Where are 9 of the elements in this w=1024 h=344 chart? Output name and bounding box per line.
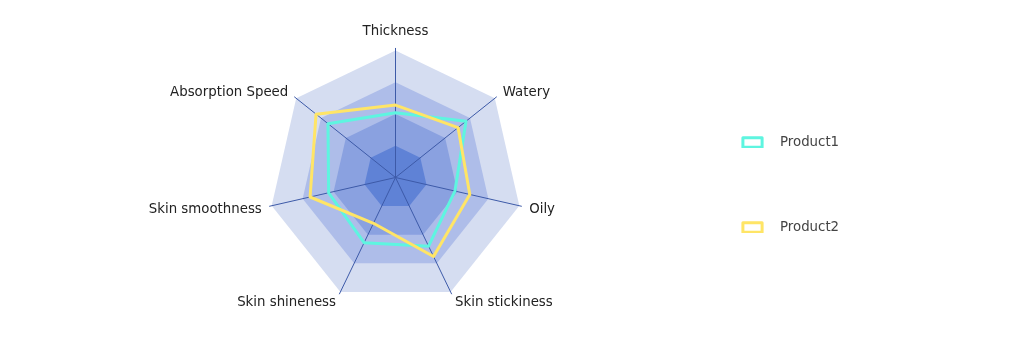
spoke-label: Thickness [361, 22, 429, 38]
spoke-label: Skin shineness [237, 293, 337, 309]
legend-label: Product2 [780, 219, 840, 234]
spoke-label: Absorption Speed [170, 84, 289, 100]
legend-label: Product1 [780, 134, 840, 149]
spoke-label: Oily [529, 200, 556, 216]
spoke-label: Skin stickiness [455, 293, 553, 309]
spoke-label: Watery [502, 84, 551, 100]
spoke-label: Skin smoothness [148, 200, 262, 216]
